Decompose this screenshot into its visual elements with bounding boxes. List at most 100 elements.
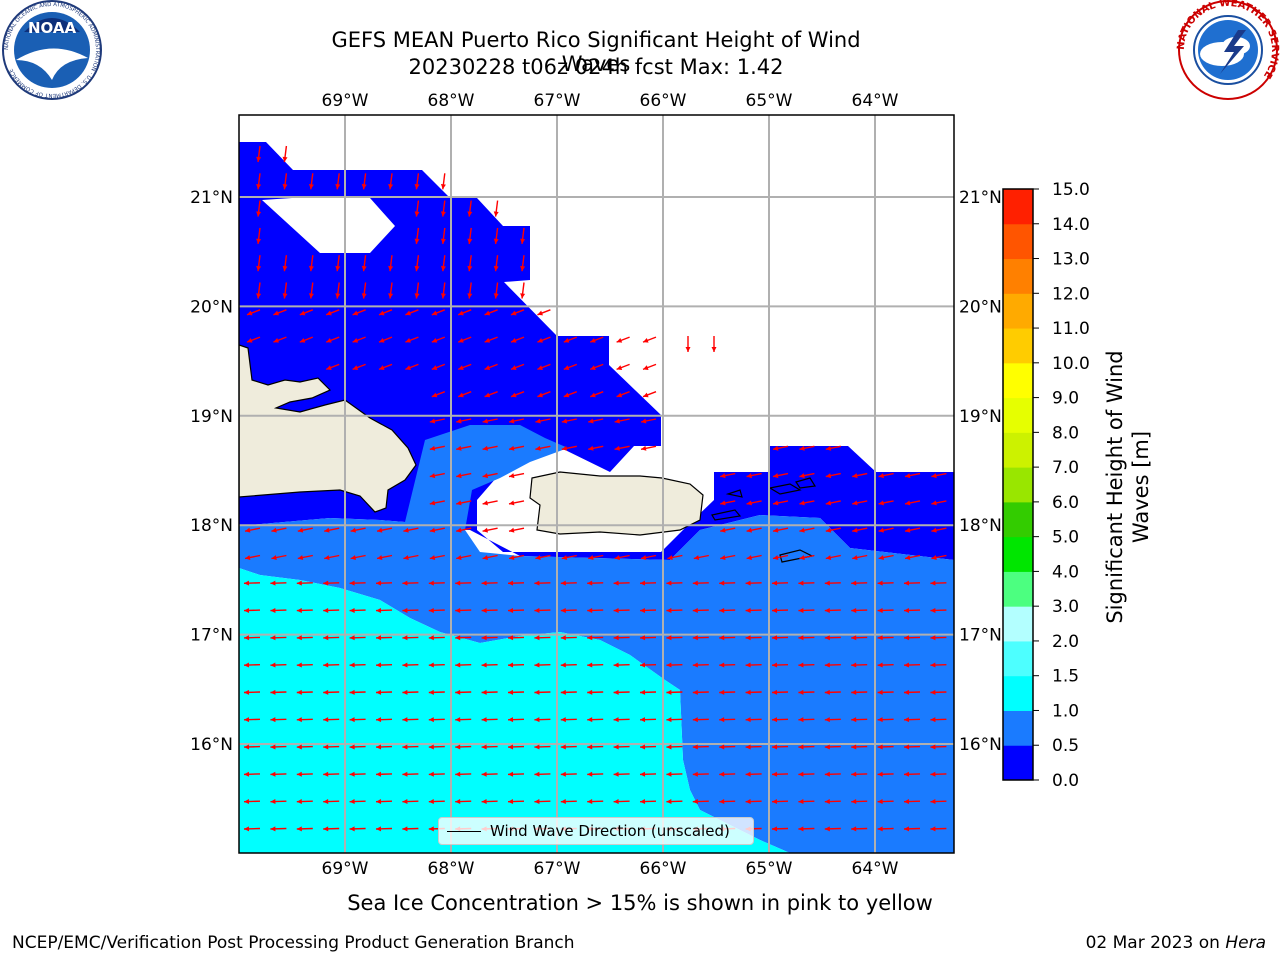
wave-direction-arrow — [745, 607, 762, 613]
wave-direction-arrow — [296, 689, 313, 695]
wave-direction-arrow — [772, 500, 789, 506]
wave-direction-arrow — [402, 826, 419, 832]
wave-direction-arrow — [931, 472, 947, 479]
wave-direction-arrow — [256, 282, 262, 299]
wave-direction-arrow — [851, 580, 868, 586]
wave-direction-arrow — [297, 554, 313, 560]
wave-direction-arrow — [323, 662, 340, 668]
wave-direction-arrow — [534, 580, 551, 586]
wave-direction-arrow — [456, 445, 472, 451]
wave-direction-arrow — [851, 799, 868, 805]
colorbar-tick-label: 15.0 — [1052, 180, 1090, 200]
wave-direction-arrow — [587, 717, 604, 723]
lat-label: 20°N — [959, 297, 1002, 317]
wave-direction-arrow — [481, 717, 498, 723]
wave-direction-arrow — [639, 607, 657, 613]
wave-direction-arrow — [323, 799, 340, 805]
wave-direction-arrow — [642, 363, 657, 371]
colorbar-tick-label: 1.0 — [1052, 701, 1079, 721]
wave-direction-arrow — [798, 799, 815, 805]
wave-direction-arrow — [613, 635, 630, 641]
map-frame — [238, 114, 955, 854]
wave-direction-arrow — [930, 799, 947, 805]
wave-direction-arrow — [493, 200, 499, 217]
wave-direction-arrow — [560, 635, 577, 641]
wave-direction-arrow — [375, 771, 393, 777]
wave-direction-arrow — [246, 336, 261, 343]
chart-title: GEFS MEAN Puerto Rico Significant Height… — [331, 28, 861, 76]
colorbar-tick-label: 1.5 — [1052, 667, 1079, 687]
land-virgin-islands — [711, 477, 817, 563]
colorbar-tick-label: 8.0 — [1052, 423, 1079, 443]
wave-direction-arrow — [798, 607, 815, 613]
wave-direction-arrow — [428, 635, 445, 641]
wave-direction-arrow — [429, 554, 445, 560]
wave-direction-arrow — [746, 500, 762, 506]
wave-direction-arrow — [771, 607, 789, 613]
wave-direction-arrow — [587, 771, 604, 777]
wave-direction-arrow — [563, 363, 578, 371]
wave-direction-arrow — [561, 554, 577, 560]
wave-direction-arrow — [482, 472, 498, 479]
wave-direction-arrow — [520, 282, 526, 299]
colorbar-swatch — [1003, 328, 1033, 364]
wave-direction-arrow — [534, 607, 551, 613]
wave-direction-arrow — [349, 607, 366, 613]
chart-subtitle: 20230228 t06z 024h fcst Max: 1.42 — [408, 55, 784, 79]
wave-direction-arrow — [323, 826, 340, 832]
wave-direction-arrow — [930, 607, 947, 613]
wave-direction-arrow — [824, 607, 841, 613]
lon-label: 66°W — [640, 91, 687, 111]
wave-direction-arrow — [535, 554, 551, 560]
wave-direction-arrow — [243, 607, 261, 613]
wave-direction-arrow — [904, 500, 921, 506]
wave-direction-arrow — [745, 662, 762, 668]
map-legend: Wind Wave Direction (unscaled) — [438, 817, 754, 845]
wave-direction-arrow — [308, 173, 314, 190]
wave-direction-arrow — [508, 472, 525, 479]
colorbar-tick-label: 2.0 — [1052, 632, 1079, 652]
wave-direction-arrow — [402, 689, 419, 695]
wave-direction-arrow — [455, 635, 472, 641]
colorbar-swatch — [1003, 606, 1033, 642]
wave-direction-arrow — [537, 336, 551, 343]
wave-direction-arrow — [456, 418, 472, 424]
wave-direction-arrow — [429, 500, 445, 506]
wave-direction-arrow — [296, 580, 313, 586]
wave-direction-arrow — [481, 635, 498, 641]
wave-direction-arrow — [851, 717, 868, 723]
wave-direction-arrow — [824, 635, 841, 641]
wave-direction-arrow — [560, 607, 577, 613]
wave-direction-arrow — [481, 744, 498, 750]
wave-direction-arrow — [772, 527, 789, 533]
wave-direction-arrow — [323, 771, 340, 777]
wave-direction-arrow — [589, 363, 604, 371]
wave-direction-arrow — [903, 689, 921, 695]
wave-direction-arrow — [534, 662, 551, 668]
colorbar-swatch — [1003, 293, 1033, 329]
wave-direction-arrow — [639, 744, 657, 750]
lon-labels-top: 69°W 68°W 67°W 66°W 65°W 64°W — [322, 91, 899, 111]
wave-direction-arrow — [639, 662, 657, 668]
colorbar-swatch — [1003, 640, 1033, 677]
wave-direction-arrow — [352, 336, 366, 343]
wave-direction-arrow — [561, 445, 577, 451]
wave-direction-arrow — [930, 744, 947, 750]
lon-label: 64°W — [852, 859, 899, 879]
wave-direction-arrow — [720, 527, 736, 533]
wave-direction-arrow — [481, 771, 498, 777]
wave-direction-arrow — [429, 445, 445, 451]
wave-direction-arrow — [639, 635, 657, 641]
wave-direction-arrow — [587, 580, 604, 586]
wave-direction-arrow — [799, 472, 815, 479]
wave-direction-arrow — [587, 689, 604, 695]
wave-direction-arrow — [587, 607, 604, 613]
wave-direction-arrow — [614, 418, 630, 424]
wave-direction-arrow — [877, 799, 894, 805]
lat-label: 16°N — [190, 735, 233, 755]
colorbar-tick-label: 0.0 — [1052, 771, 1079, 791]
wave-direction-arrow — [799, 445, 815, 451]
wave-direction-arrow — [299, 309, 314, 316]
colorbar-swatch — [1003, 362, 1033, 399]
